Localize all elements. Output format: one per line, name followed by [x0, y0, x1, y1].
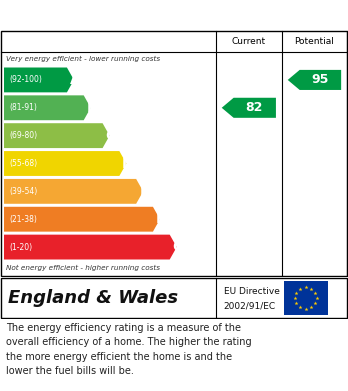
Text: (81-91): (81-91) — [9, 103, 37, 112]
Text: The energy efficiency rating is a measure of the
overall efficiency of a home. T: The energy efficiency rating is a measur… — [6, 323, 252, 376]
Text: Not energy efficient - higher running costs: Not energy efficient - higher running co… — [6, 265, 160, 271]
Polygon shape — [4, 95, 91, 120]
Text: E: E — [140, 185, 149, 198]
Polygon shape — [4, 123, 110, 148]
Polygon shape — [288, 70, 341, 90]
Text: A: A — [70, 73, 80, 87]
Text: 95: 95 — [311, 74, 329, 86]
Polygon shape — [4, 235, 177, 260]
Text: (69-80): (69-80) — [9, 131, 37, 140]
Text: (21-38): (21-38) — [9, 215, 37, 224]
Text: Current: Current — [232, 36, 266, 45]
Text: 2002/91/EC: 2002/91/EC — [224, 302, 276, 311]
Text: (55-68): (55-68) — [9, 159, 37, 168]
Polygon shape — [4, 179, 143, 204]
Polygon shape — [222, 98, 276, 118]
Polygon shape — [4, 68, 74, 92]
Text: Potential: Potential — [294, 36, 334, 45]
Text: Very energy efficient - lower running costs: Very energy efficient - lower running co… — [6, 56, 160, 62]
Text: Energy Efficiency Rating: Energy Efficiency Rating — [9, 7, 211, 23]
Text: C: C — [105, 129, 116, 143]
Text: D: D — [121, 156, 133, 170]
Text: (39-54): (39-54) — [9, 187, 37, 196]
Text: (1-20): (1-20) — [9, 242, 32, 251]
Text: B: B — [86, 101, 97, 115]
Text: 82: 82 — [246, 101, 263, 114]
Polygon shape — [4, 151, 126, 176]
Text: England & Wales: England & Wales — [8, 289, 178, 307]
Bar — [284, 281, 328, 315]
Text: (92-100): (92-100) — [9, 75, 42, 84]
Text: EU Directive: EU Directive — [224, 287, 280, 296]
Text: F: F — [156, 212, 166, 226]
Polygon shape — [4, 207, 160, 231]
Text: G: G — [172, 240, 183, 254]
